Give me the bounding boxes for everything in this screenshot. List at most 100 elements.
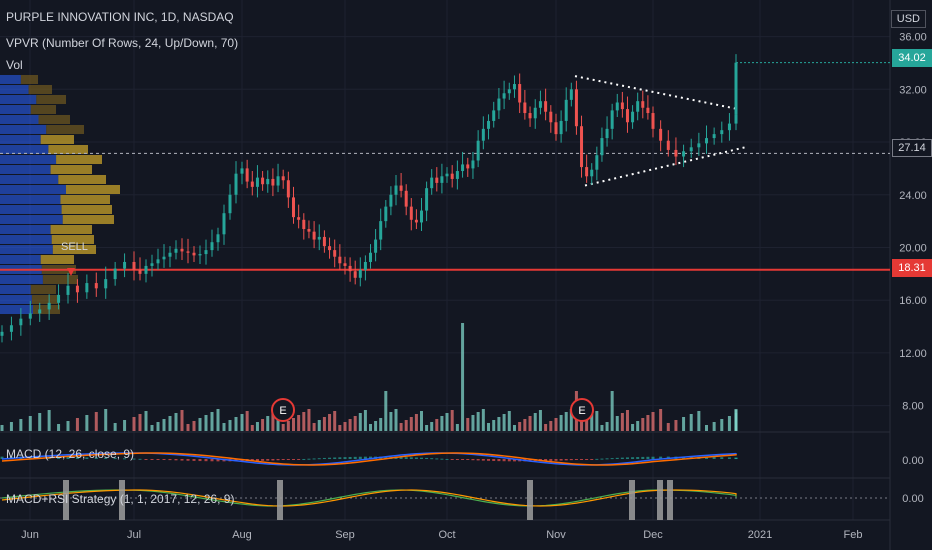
volume-bar [374,421,378,431]
strategy-signal-bar [667,480,673,520]
volume-bar [497,417,501,431]
volume-bar [674,420,678,431]
candle-body [384,206,388,222]
candle-body [610,110,614,129]
macd-label[interactable]: MACD (12, 26, close, 9) [6,447,135,461]
candle-body [0,331,4,336]
candle-body [476,140,480,161]
volume-bar [292,418,295,431]
profile-row-up [0,285,31,294]
macd-histogram-bar [430,458,434,460]
earnings-marker [271,398,295,422]
y-tick-label: 8.00 [902,401,923,413]
candle-body [28,313,32,319]
candle-body [420,210,423,223]
volume-bar [636,421,640,431]
volume-label[interactable]: Vol [6,58,23,72]
candle-body [492,110,496,121]
candle-body [720,130,724,135]
profile-row-down [48,145,88,154]
macd-histogram-bar [564,459,568,461]
x-tick-label: Jul [127,529,141,541]
candle-body [471,160,475,169]
volume-bar [250,425,254,431]
volume-bar [544,424,548,431]
macd-histogram-bar [198,459,202,462]
volume-bar [512,425,516,431]
macd-histogram-bar [57,456,61,459]
macd-histogram-bar [144,459,148,460]
volume-bar [369,424,372,431]
volume-bar [666,423,670,431]
volume-bar [425,425,429,431]
macd-histogram-bar [492,459,496,461]
volume-bar [228,420,232,431]
profile-row-up [0,305,33,314]
volume-bar [502,414,506,431]
macd-histogram-bar [404,457,408,459]
x-tick-label: Dec [643,529,663,541]
candle-body [358,269,362,278]
candle-body [455,171,459,179]
macd-histogram-bar [210,459,214,462]
vpvr-indicator-label[interactable]: VPVR (Number Of Rows, 24, Up/Down, 70) [6,36,239,50]
candle-body [574,89,578,127]
macd-histogram-bar [297,459,301,460]
volume-bar [19,419,23,431]
macd-histogram-bar [281,459,285,461]
macd-histogram-bar [425,457,429,459]
candle-body [666,140,670,150]
volume-bar [641,418,645,431]
volume-bar [343,422,347,431]
candle-body [162,256,166,260]
macd-histogram-bar [497,459,501,462]
volume-bar [585,417,589,431]
volume-bar [538,410,542,431]
volume-bar [75,418,79,431]
candle-body [615,102,619,111]
volume-bar [286,421,290,431]
volume-bar [734,409,738,431]
volume-bar [210,412,214,431]
strategy-label[interactable]: MACD+RSI Strategy (1, 1, 2017, 12, 26, 9… [6,492,235,506]
candle-body [132,261,136,270]
volume-bar [245,411,249,431]
macd-histogram-bar [580,459,584,460]
candle-body [590,169,594,177]
x-tick-label: Aug [232,529,252,541]
red-level-tag: 18.31 [892,259,932,277]
candle-body [174,248,178,253]
candle-body [302,219,306,230]
candle-body [338,256,342,264]
volume-bar [9,422,13,431]
y-tick-label: 20.00 [899,242,927,254]
currency-button[interactable]: USD [890,10,926,28]
candle-body [240,168,244,174]
candle-body [705,138,708,144]
macd-histogram-bar [353,456,357,459]
volume-bar [559,415,563,431]
volume-bar [554,418,558,431]
volume-bar [476,412,480,431]
volume-bar [57,424,61,431]
candle-body [228,194,232,214]
volume-bar [487,423,491,431]
candle-body [363,261,367,270]
macd-histogram-bar [156,459,160,460]
reference-lines [0,62,890,271]
volume-bar [144,411,148,431]
y-tick-label: 32.00 [899,84,927,96]
volume-bar [168,416,172,431]
y-tick-label: 36.00 [899,32,927,44]
candle-body [144,265,148,274]
candle-body [682,151,686,157]
macd-histogram-bar [343,457,347,459]
volume-bar [297,415,301,431]
macd-histogram-bar [631,457,635,459]
volume-bar [450,410,454,431]
macd-histogram-bar [0,456,4,459]
candle-body [533,107,537,119]
candle-body [435,177,439,183]
chart-grid [0,0,891,550]
